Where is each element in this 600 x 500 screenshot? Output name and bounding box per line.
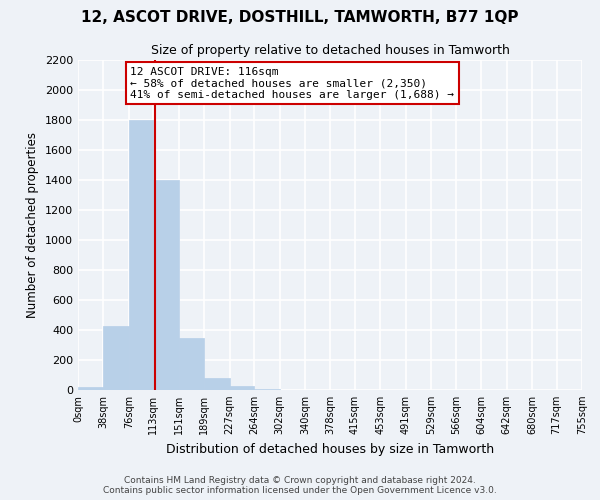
Y-axis label: Number of detached properties: Number of detached properties — [26, 132, 40, 318]
X-axis label: Distribution of detached houses by size in Tamworth: Distribution of detached houses by size … — [166, 442, 494, 456]
Bar — [204, 378, 230, 390]
Text: Contains HM Land Registry data © Crown copyright and database right 2024.
Contai: Contains HM Land Registry data © Crown c… — [103, 476, 497, 495]
Bar — [78, 387, 103, 390]
Title: Size of property relative to detached houses in Tamworth: Size of property relative to detached ho… — [151, 44, 509, 58]
Bar — [154, 180, 179, 390]
Bar — [129, 120, 154, 390]
Bar — [179, 338, 204, 390]
Bar — [103, 326, 129, 390]
Text: 12, ASCOT DRIVE, DOSTHILL, TAMWORTH, B77 1QP: 12, ASCOT DRIVE, DOSTHILL, TAMWORTH, B77… — [81, 10, 519, 25]
Text: 12 ASCOT DRIVE: 116sqm
← 58% of detached houses are smaller (2,350)
41% of semi-: 12 ASCOT DRIVE: 116sqm ← 58% of detached… — [130, 66, 454, 100]
Bar — [230, 386, 254, 390]
Bar — [254, 389, 280, 390]
